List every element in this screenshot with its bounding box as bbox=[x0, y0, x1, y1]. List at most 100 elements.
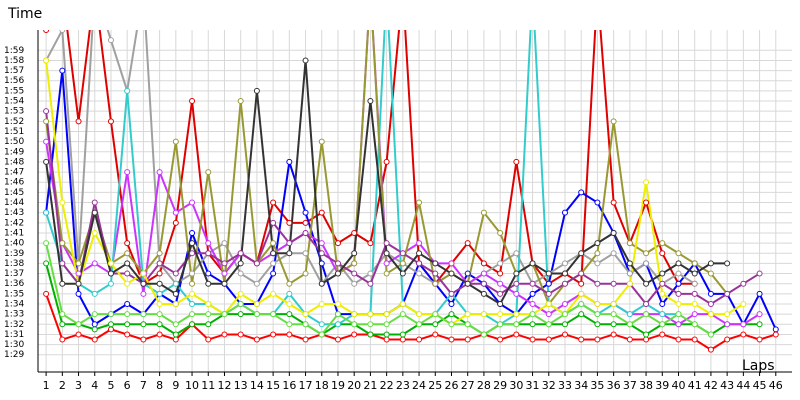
lap-marker bbox=[351, 250, 358, 257]
lap-marker bbox=[253, 336, 260, 343]
lap-marker bbox=[237, 270, 244, 277]
lap-marker bbox=[59, 260, 66, 267]
lap-marker bbox=[610, 250, 617, 257]
lap-marker bbox=[205, 250, 212, 257]
lap-marker bbox=[691, 260, 698, 267]
lap-marker bbox=[302, 229, 309, 236]
lap-marker bbox=[91, 326, 98, 333]
x-tick-label: 42 bbox=[704, 379, 718, 392]
lap-marker bbox=[691, 311, 698, 318]
lap-marker bbox=[59, 30, 66, 33]
x-tick-label: 4 bbox=[91, 379, 98, 392]
lap-marker bbox=[334, 311, 341, 318]
lap-marker bbox=[286, 331, 293, 338]
lap-marker bbox=[497, 290, 504, 297]
lap-marker bbox=[367, 311, 374, 318]
lap-marker bbox=[610, 311, 617, 318]
y-tick-label: 1:40 bbox=[4, 239, 24, 249]
lap-marker bbox=[172, 270, 179, 277]
y-tick-label: 1:55 bbox=[4, 86, 24, 96]
lap-marker bbox=[189, 240, 196, 247]
lap-marker bbox=[318, 331, 325, 338]
lap-marker bbox=[513, 321, 520, 328]
lap-marker bbox=[43, 290, 50, 297]
lap-marker bbox=[675, 270, 682, 277]
lap-marker bbox=[707, 311, 714, 318]
lap-marker bbox=[578, 290, 585, 297]
lap-marker bbox=[189, 229, 196, 236]
lap-marker bbox=[43, 108, 50, 115]
lap-marker bbox=[594, 199, 601, 206]
lap-marker bbox=[124, 331, 131, 338]
y-tick-label: 1:34 bbox=[4, 300, 24, 310]
lap-marker bbox=[691, 301, 698, 308]
lap-marker bbox=[513, 250, 520, 257]
lap-marker bbox=[43, 57, 50, 64]
lap-marker bbox=[75, 118, 82, 125]
x-tick-label: 18 bbox=[315, 379, 329, 392]
lap-marker bbox=[626, 311, 633, 318]
lap-marker bbox=[351, 260, 358, 267]
x-tick-label: 14 bbox=[250, 379, 264, 392]
x-tick-label: 33 bbox=[558, 379, 572, 392]
lap-marker bbox=[43, 138, 50, 145]
lap-marker bbox=[675, 250, 682, 257]
lap-marker bbox=[221, 270, 228, 277]
lap-marker bbox=[107, 280, 114, 287]
lap-marker bbox=[221, 260, 228, 267]
lap-marker bbox=[626, 260, 633, 267]
lap-marker bbox=[724, 290, 731, 297]
y-tick-label: 1:51 bbox=[4, 127, 24, 137]
y-tick-label: 1:33 bbox=[4, 310, 24, 320]
lap-marker bbox=[610, 118, 617, 125]
lap-marker bbox=[253, 260, 260, 267]
lap-marker bbox=[594, 240, 601, 247]
lap-marker bbox=[513, 290, 520, 297]
lap-marker bbox=[707, 270, 714, 277]
lap-marker bbox=[448, 321, 455, 328]
lap-marker bbox=[172, 138, 179, 145]
x-tick-label: 11 bbox=[201, 379, 215, 392]
lap-marker bbox=[578, 189, 585, 196]
lap-marker bbox=[237, 98, 244, 105]
lap-marker bbox=[756, 311, 763, 318]
lap-marker bbox=[172, 209, 179, 216]
y-tick-label: 1:49 bbox=[4, 147, 24, 157]
x-tick-label: 5 bbox=[107, 379, 114, 392]
lap-marker bbox=[643, 301, 650, 308]
lap-marker bbox=[124, 240, 131, 247]
lap-marker bbox=[286, 219, 293, 226]
lap-marker bbox=[497, 301, 504, 308]
lap-marker bbox=[205, 311, 212, 318]
lap-marker bbox=[43, 158, 50, 165]
lap-marker bbox=[91, 199, 98, 206]
lap-marker bbox=[416, 260, 423, 267]
lap-marker bbox=[351, 229, 358, 236]
lap-marker bbox=[545, 290, 552, 297]
lap-marker bbox=[561, 321, 568, 328]
lap-marker bbox=[318, 260, 325, 267]
lap-marker bbox=[610, 321, 617, 328]
lap-marker bbox=[75, 260, 82, 267]
lap-marker bbox=[140, 290, 147, 297]
x-tick-label: 45 bbox=[753, 379, 767, 392]
lap-marker bbox=[91, 336, 98, 343]
lap-marker bbox=[416, 336, 423, 343]
lap-marker bbox=[691, 290, 698, 297]
y-tick-label: 1:41 bbox=[4, 228, 24, 238]
lap-marker bbox=[43, 260, 50, 267]
y-tick-label: 1:36 bbox=[4, 279, 24, 289]
lap-marker bbox=[545, 280, 552, 287]
x-tick-label: 20 bbox=[347, 379, 361, 392]
lap-marker bbox=[610, 331, 617, 338]
lap-marker bbox=[691, 336, 698, 343]
lap-marker bbox=[43, 209, 50, 216]
lap-marker bbox=[156, 250, 163, 257]
lap-marker bbox=[124, 270, 131, 277]
lap-marker bbox=[253, 87, 260, 94]
lap-marker bbox=[270, 270, 277, 277]
lap-marker bbox=[75, 270, 82, 277]
lap-marker bbox=[659, 311, 666, 318]
lap-marker bbox=[156, 270, 163, 277]
